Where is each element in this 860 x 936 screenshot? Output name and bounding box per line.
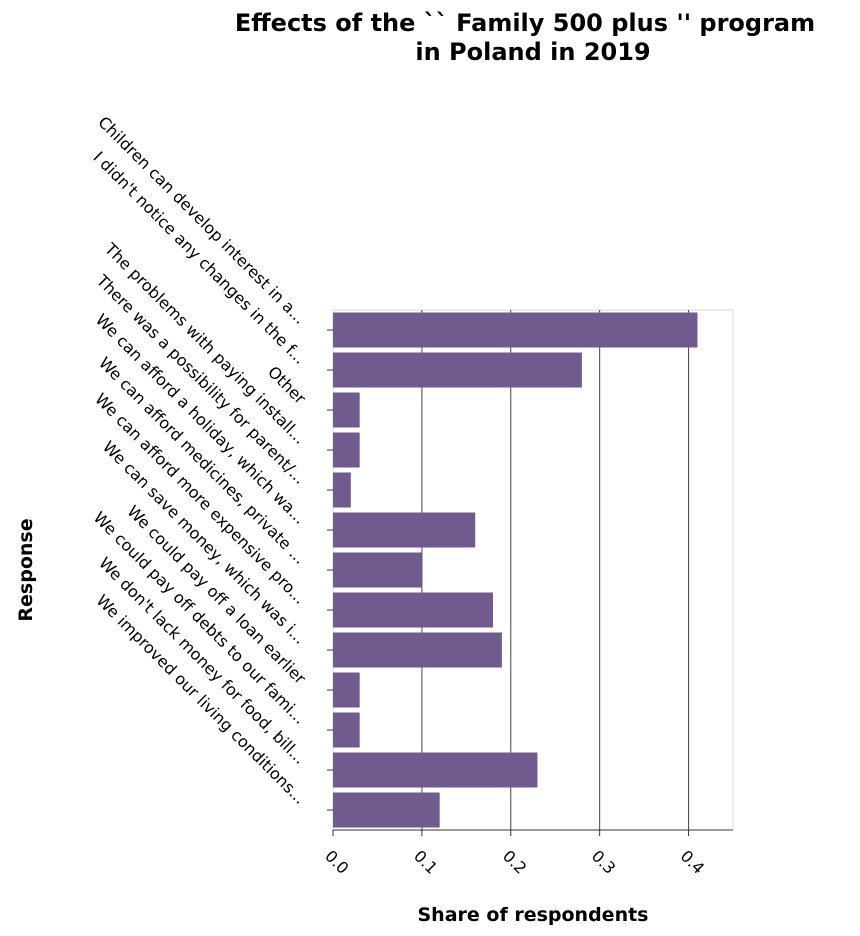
x-tick-label: 0.2 xyxy=(499,846,530,877)
bar xyxy=(333,632,502,668)
bar xyxy=(333,392,360,428)
bar xyxy=(333,792,440,828)
x-tick-label: 0.0 xyxy=(321,846,352,877)
bar xyxy=(333,552,422,588)
x-tick-label: 0.1 xyxy=(410,846,441,877)
bar xyxy=(333,512,476,548)
bar xyxy=(333,752,538,788)
bar xyxy=(333,472,351,508)
chart-title-line-2: in Poland in 2019 xyxy=(415,38,650,66)
chart-title-line-1: Effects of the `` Family 500 plus '' pro… xyxy=(235,9,815,37)
bar xyxy=(333,312,698,348)
bar xyxy=(333,712,360,748)
x-tick-label: 0.3 xyxy=(588,846,619,877)
x-axis-title: Share of respondents xyxy=(418,904,649,926)
bar xyxy=(333,672,360,708)
bar xyxy=(333,352,582,388)
x-tick-label: 0.4 xyxy=(677,846,708,877)
bar xyxy=(333,432,360,468)
bar xyxy=(333,592,493,628)
y-axis-title: Response xyxy=(15,518,37,621)
